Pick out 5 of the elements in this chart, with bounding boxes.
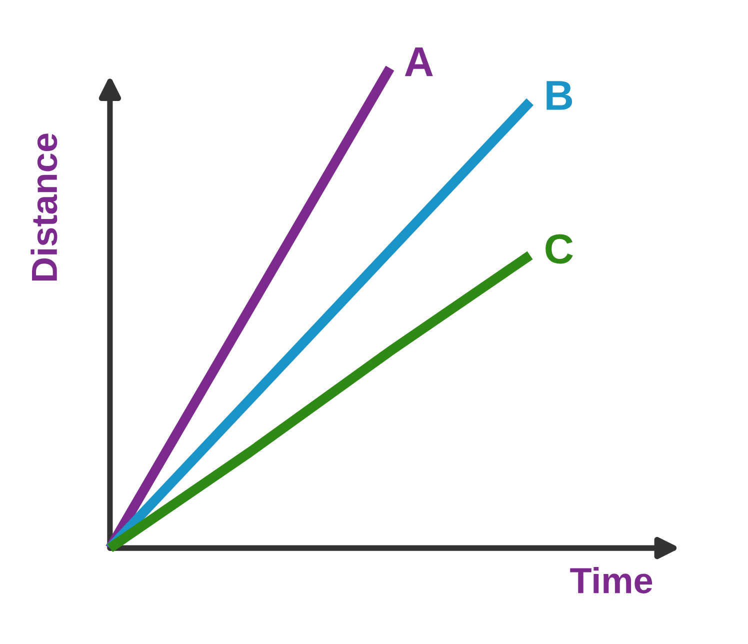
series-label: B (546, 81, 572, 110)
y-axis-title: Distance (30, 134, 58, 281)
x-axis-title: Time (570, 566, 652, 594)
series-label: C (546, 234, 573, 264)
series-label: A (404, 47, 433, 76)
